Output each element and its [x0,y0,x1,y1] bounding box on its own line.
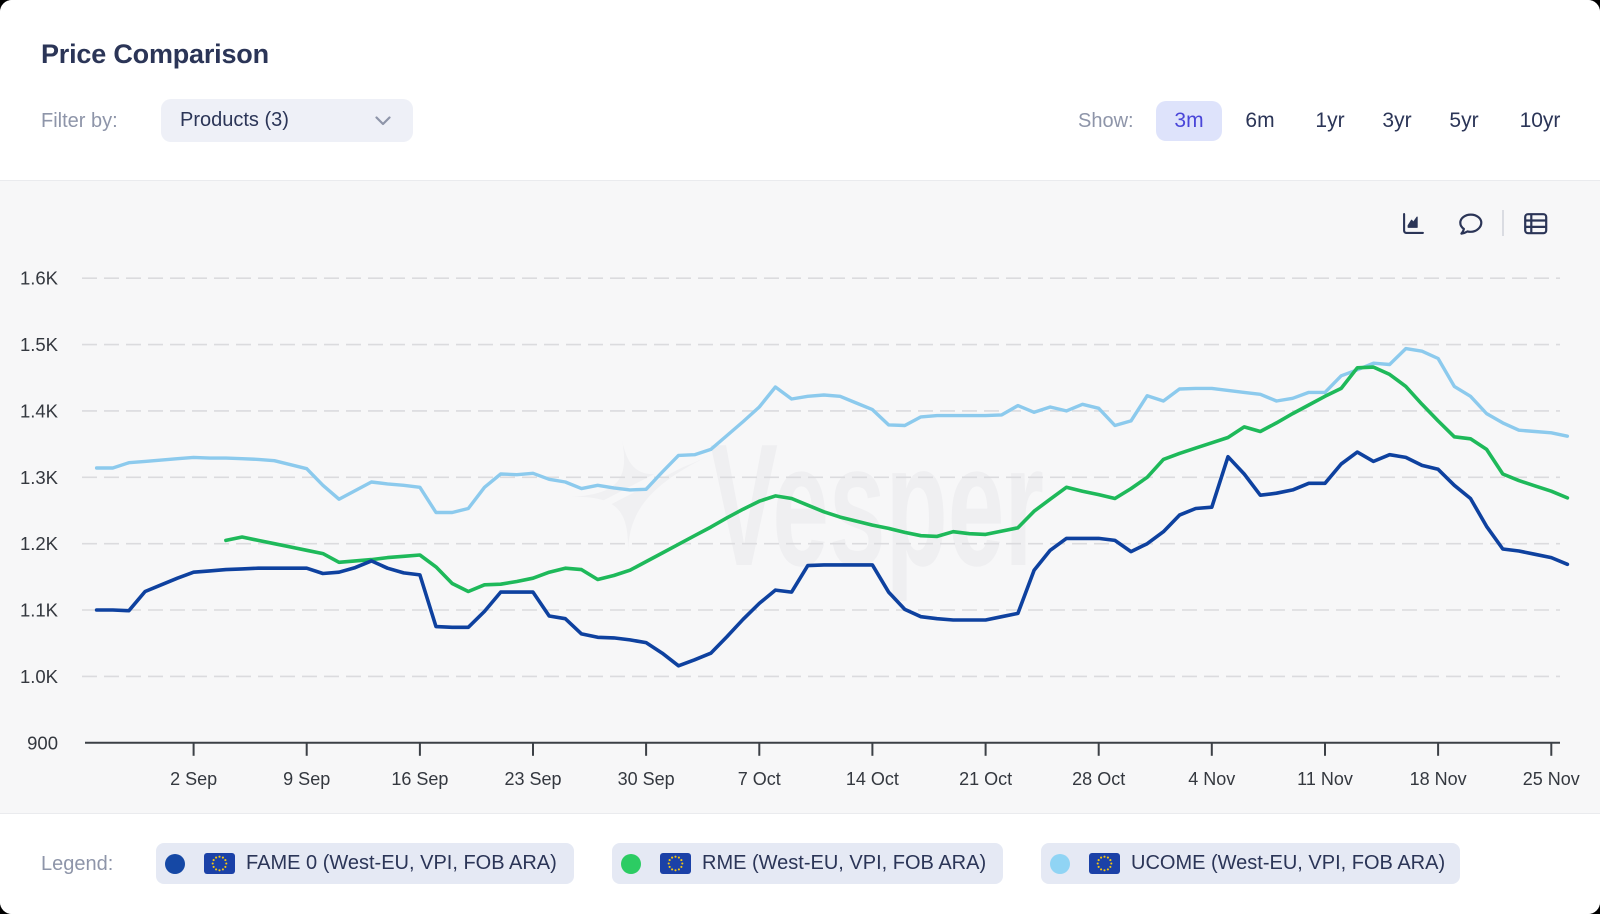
svg-text:900: 900 [27,732,58,753]
svg-text:23 Sep: 23 Sep [504,769,561,789]
svg-text:1.5K: 1.5K [20,334,59,355]
svg-text:11 Nov: 11 Nov [1297,769,1353,789]
svg-text:1.3K: 1.3K [20,467,59,488]
svg-text:16 Sep: 16 Sep [391,769,448,789]
svg-text:1.0K: 1.0K [20,666,59,687]
svg-text:25 Nov: 25 Nov [1523,769,1580,789]
svg-text:28 Oct: 28 Oct [1072,769,1125,789]
svg-text:1.6K: 1.6K [20,268,59,289]
svg-text:7 Oct: 7 Oct [738,769,781,789]
svg-text:14 Oct: 14 Oct [846,769,899,789]
svg-text:1.2K: 1.2K [20,533,59,554]
svg-text:1.4K: 1.4K [20,400,59,421]
svg-text:1.1K: 1.1K [20,600,59,621]
svg-text:21 Oct: 21 Oct [959,769,1012,789]
svg-text:18 Nov: 18 Nov [1410,769,1467,789]
svg-text:30 Sep: 30 Sep [618,769,675,789]
svg-text:9 Sep: 9 Sep [283,769,330,789]
svg-text:4 Nov: 4 Nov [1188,769,1235,789]
svg-text:2 Sep: 2 Sep [170,769,217,789]
